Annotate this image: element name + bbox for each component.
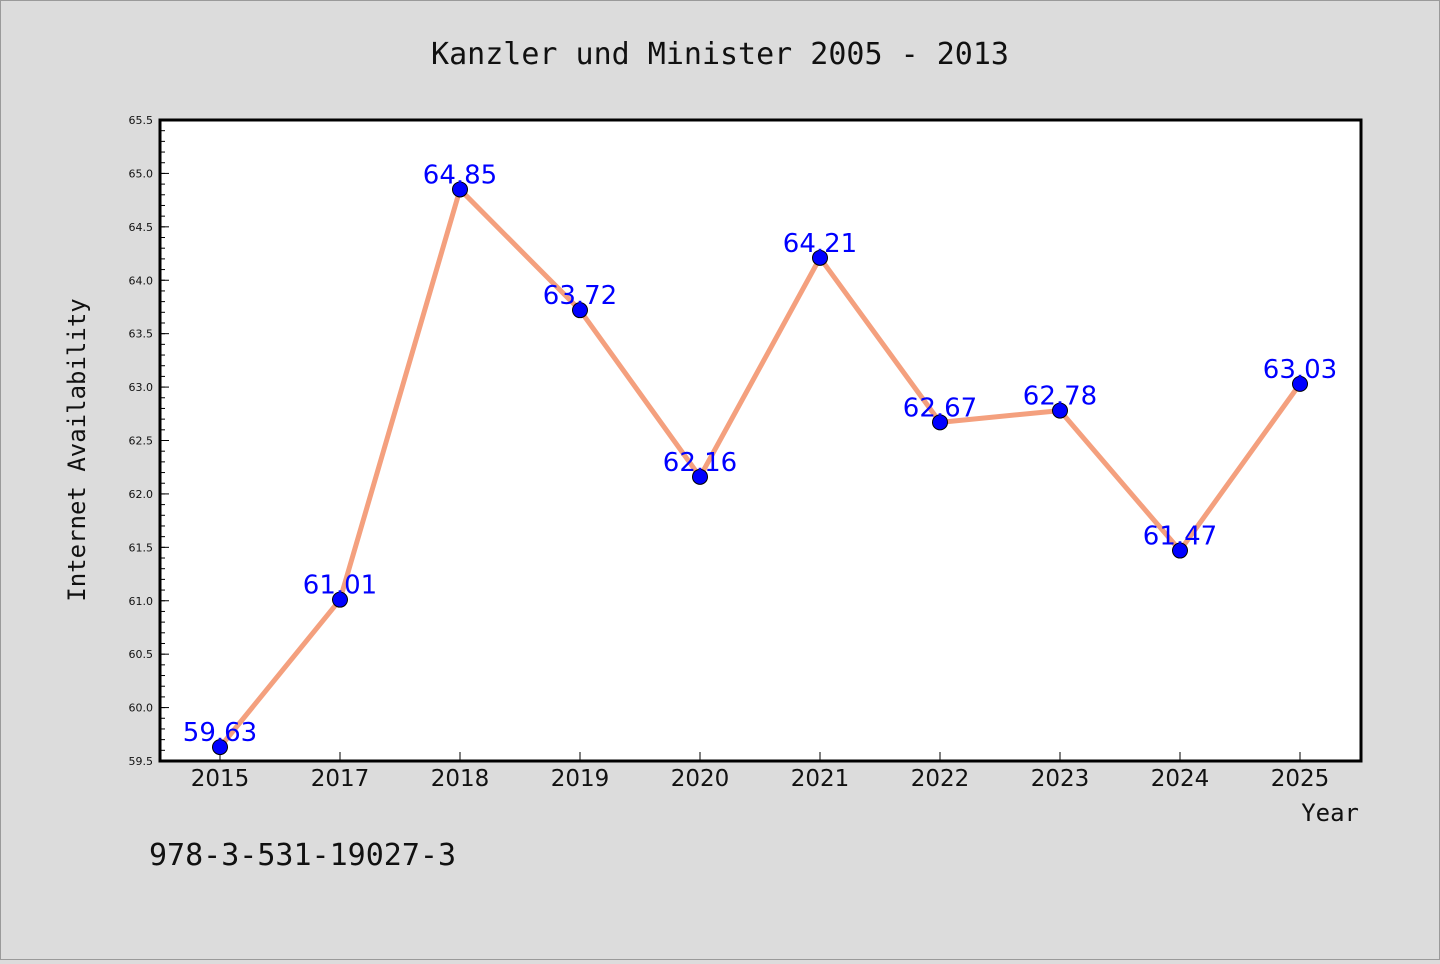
y-axis-label: Internet Availability [63, 298, 91, 601]
series-polyline [217, 186, 1303, 750]
data-label: 61.47 [1143, 522, 1217, 552]
y-tick-label: 62.0 [129, 488, 154, 501]
data-label: 62.67 [903, 393, 977, 423]
x-tick-label: 2023 [1031, 766, 1090, 792]
x-axis: 2015 2017 2018 2019 2020 2021 2022 2023 2024 2025 [191, 752, 1330, 792]
y-axis: 59.5 60.0 60.5 61.0 61.5 62.0 62.5 63.0 63.5 64.0… [129, 114, 169, 768]
data-label: 64.85 [423, 160, 497, 190]
y-tick-label: 65.0 [129, 167, 154, 180]
data-label: 63.03 [1263, 355, 1337, 385]
data-labels: 59.63 61.01 64.85 63.72 62.16 64.21 62.67 62.78… [183, 160, 1337, 748]
y-tick-label: 63.0 [129, 381, 154, 394]
y-tick-label: 64.0 [129, 274, 154, 287]
data-label: 62.16 [663, 448, 737, 478]
series-line [217, 186, 1303, 750]
x-tick-label: 2025 [1271, 766, 1330, 792]
y-tick-label: 63.5 [129, 328, 154, 341]
data-point [212, 739, 228, 756]
data-point [1052, 402, 1068, 419]
data-point [1292, 375, 1308, 392]
y-tick-label: 61.0 [129, 595, 154, 608]
data-point [332, 591, 348, 608]
data-label: 62.78 [1023, 382, 1097, 412]
y-tick-label: 60.5 [129, 648, 154, 661]
chart-title: Kanzler und Minister 2005 - 2013 [431, 37, 1009, 72]
x-tick-label: 2019 [551, 766, 610, 792]
data-point [932, 414, 948, 431]
y-tick-label: 64.5 [129, 221, 154, 234]
data-point [572, 302, 588, 319]
x-tick-label: 2015 [191, 766, 250, 792]
plot-area [158, 118, 1363, 763]
y-tick-label: 59.5 [129, 755, 154, 768]
isbn-footer: 978-3-531-19027-3 [149, 838, 456, 873]
data-label: 59.63 [183, 718, 257, 748]
data-point [812, 249, 828, 266]
y-tick-label: 61.5 [129, 541, 154, 554]
data-point [692, 468, 708, 485]
x-tick-label: 2024 [1151, 766, 1210, 792]
y-tick-label: 65.5 [129, 114, 154, 127]
y-tick-label: 60.0 [129, 702, 154, 715]
x-tick-label: 2017 [311, 766, 370, 792]
data-label: 61.01 [303, 571, 377, 601]
data-point [1172, 542, 1188, 559]
x-axis-label: Year [1301, 799, 1359, 827]
data-label: 64.21 [783, 229, 857, 259]
x-tick-label: 2018 [431, 766, 490, 792]
data-label: 63.72 [543, 281, 617, 311]
x-tick-label: 2022 [911, 766, 970, 792]
data-point [452, 181, 468, 198]
x-tick-label: 2020 [671, 766, 730, 792]
x-tick-label: 2021 [791, 766, 850, 792]
series-markers [212, 181, 1308, 756]
y-tick-label: 62.5 [129, 435, 154, 448]
